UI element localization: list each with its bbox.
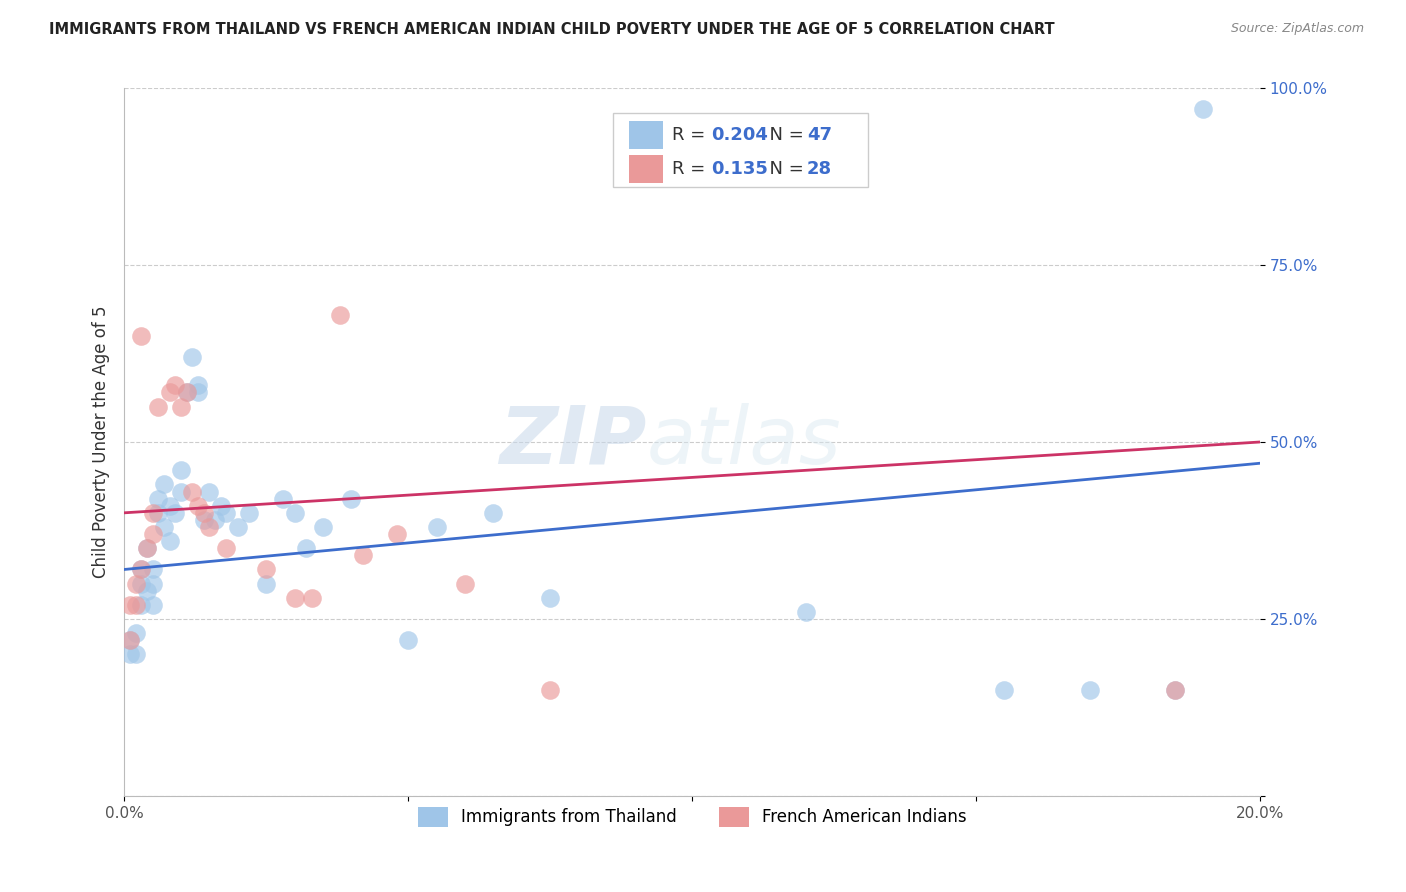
Point [187, 385, 209, 400]
Text: IMMIGRANTS FROM THAILAND VS FRENCH AMERICAN INDIAN CHILD POVERTY UNDER THE AGE O: IMMIGRANTS FROM THAILAND VS FRENCH AMERI… [49, 22, 1054, 37]
Text: R =: R = [672, 126, 710, 145]
Point [148, 400, 170, 414]
Point [198, 484, 221, 499]
Point [170, 400, 193, 414]
Point [271, 491, 294, 506]
Point [142, 576, 165, 591]
Point [238, 506, 260, 520]
Point [124, 626, 146, 640]
Point [352, 549, 374, 563]
Point [118, 648, 141, 662]
Y-axis label: Child Poverty Under the Age of 5: Child Poverty Under the Age of 5 [93, 306, 110, 578]
Point [794, 605, 817, 619]
Point [312, 520, 335, 534]
Point [124, 598, 146, 612]
Point [226, 520, 249, 534]
Point [204, 513, 226, 527]
Point [159, 499, 181, 513]
Point [193, 506, 215, 520]
Point [198, 520, 221, 534]
Point [396, 633, 419, 648]
Point [118, 633, 141, 648]
Point [993, 682, 1015, 697]
Point [181, 484, 204, 499]
Point [170, 484, 193, 499]
Point [165, 378, 187, 392]
Point [148, 506, 170, 520]
Point [136, 541, 159, 556]
Legend: Immigrants from Thailand, French American Indians: Immigrants from Thailand, French America… [411, 800, 973, 834]
Point [340, 491, 363, 506]
Point [159, 385, 181, 400]
Text: atlas: atlas [647, 403, 841, 481]
FancyBboxPatch shape [613, 112, 868, 187]
Point [142, 527, 165, 541]
FancyBboxPatch shape [628, 154, 662, 183]
Point [215, 541, 238, 556]
Point [142, 562, 165, 576]
Point [129, 328, 152, 343]
Text: 0.135: 0.135 [711, 160, 768, 178]
Point [148, 491, 170, 506]
Point [1164, 682, 1187, 697]
Point [142, 506, 165, 520]
Point [159, 534, 181, 549]
Point [153, 520, 176, 534]
Point [176, 385, 198, 400]
Text: Source: ZipAtlas.com: Source: ZipAtlas.com [1230, 22, 1364, 36]
Point [209, 499, 232, 513]
Point [295, 541, 318, 556]
Point [1078, 682, 1101, 697]
Point [538, 591, 561, 605]
Point [187, 378, 209, 392]
Point [142, 598, 165, 612]
FancyBboxPatch shape [628, 121, 662, 149]
Text: ZIP: ZIP [499, 403, 647, 481]
Point [153, 477, 176, 491]
Text: 0.204: 0.204 [711, 126, 768, 145]
Point [538, 682, 561, 697]
Point [254, 562, 277, 576]
Point [187, 499, 209, 513]
Point [301, 591, 323, 605]
Point [129, 562, 152, 576]
Point [118, 598, 141, 612]
Point [170, 463, 193, 477]
Point [425, 520, 447, 534]
Text: R =: R = [672, 160, 710, 178]
Point [118, 633, 141, 648]
Point [124, 648, 146, 662]
Text: N =: N = [758, 160, 810, 178]
Point [129, 576, 152, 591]
Text: 28: 28 [807, 160, 832, 178]
Point [136, 583, 159, 598]
Point [124, 576, 146, 591]
Point [176, 385, 198, 400]
Point [165, 506, 187, 520]
Point [136, 541, 159, 556]
Point [254, 576, 277, 591]
Point [385, 527, 408, 541]
Point [129, 562, 152, 576]
Point [454, 576, 477, 591]
Point [181, 350, 204, 364]
Point [1164, 682, 1187, 697]
Text: N =: N = [758, 126, 810, 145]
Point [193, 513, 215, 527]
Point [129, 598, 152, 612]
Point [215, 506, 238, 520]
Point [284, 506, 307, 520]
Point [329, 308, 352, 322]
Point [482, 506, 505, 520]
Text: 47: 47 [807, 126, 832, 145]
Point [284, 591, 307, 605]
Point [1192, 102, 1215, 116]
